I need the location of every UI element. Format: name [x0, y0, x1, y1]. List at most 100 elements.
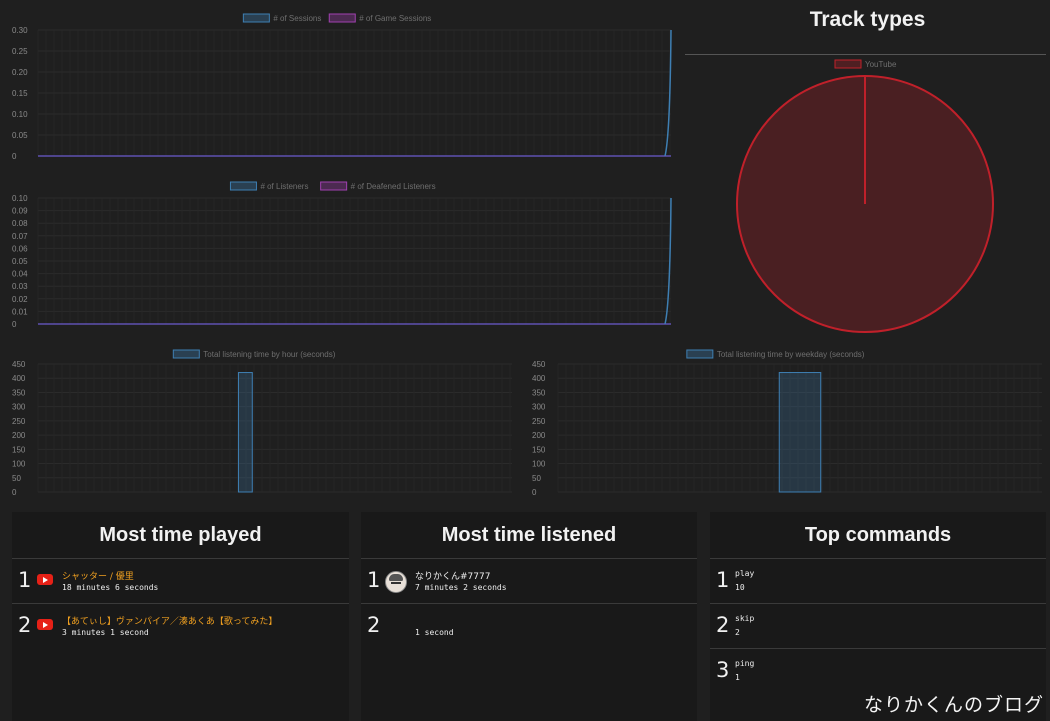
- command-count: 10: [735, 583, 745, 592]
- legend-swatch: [328, 13, 356, 23]
- listeners-chart: 0.10 0.09 0.08 0.07 0.06 0.05 0.04 0.03 0.02 0.01…: [0, 176, 680, 336]
- youtube-icon: [37, 574, 53, 585]
- sessions-chart-svg: 0.30 0.25 0.20 0.15 0.10 0.05 0 # of Sessions # …: [12, 13, 672, 161]
- legend-label: Total listening time by weekday (seconds…: [717, 350, 865, 359]
- y-tick-label: 150: [532, 445, 546, 454]
- y-tick-label: 0: [532, 488, 537, 497]
- weekday-bar-chart-svg: 450 400 350 300 250 200 150 100 50 0 Total listeni…: [532, 349, 1042, 497]
- y-tick-label: 0.09: [12, 207, 28, 216]
- legend-label: # of Game Sessions: [359, 14, 431, 23]
- y-tick-label: 200: [12, 431, 26, 440]
- y-tick-label: 0.01: [12, 307, 28, 316]
- list-item[interactable]: 2 【あてぃし】ヴァンパイア／湊あくあ【歌ってみた】 3 minutes 1 s…: [12, 604, 349, 648]
- play-duration: 18 minutes 6 seconds: [62, 583, 159, 592]
- track-title[interactable]: 【あてぃし】ヴァンパイア／湊あくあ【歌ってみた】: [62, 617, 278, 627]
- y-tick-label: 0.06: [12, 244, 28, 253]
- card-title: Top commands: [710, 512, 1046, 559]
- list-item[interactable]: 2 skip 2: [710, 604, 1046, 649]
- y-tick-label: 0: [12, 152, 17, 161]
- card-title: Most time listened: [361, 512, 697, 559]
- y-tick-label: 50: [532, 474, 541, 483]
- list-item[interactable]: 3 ping 1: [710, 649, 1046, 693]
- y-tick-label: 0: [12, 320, 17, 329]
- youtube-icon: [37, 619, 53, 630]
- y-tick-label: 400: [12, 374, 26, 383]
- y-tick-label: 250: [532, 417, 546, 426]
- track-title[interactable]: シャッター / 優里: [62, 572, 134, 582]
- rank-number: 2: [716, 613, 730, 637]
- y-tick-label: 50: [12, 474, 21, 483]
- legend-swatch: [242, 13, 270, 23]
- blog-watermark: なりかくんのブログ: [863, 694, 1044, 716]
- y-tick-label: 350: [532, 388, 546, 397]
- y-tick-label: 0.25: [12, 47, 28, 56]
- legend-swatch: [320, 181, 348, 191]
- y-tick-label: 0.20: [12, 68, 28, 77]
- y-tick-label: 250: [12, 417, 26, 426]
- y-tick-label: 0.10: [12, 110, 28, 119]
- y-tick-label: 0.08: [12, 219, 28, 228]
- hour-bar-chart: 450 400 350 300 250 200 150 100 50 0 Total listeni…: [0, 344, 520, 504]
- y-tick-label: 0.04: [12, 270, 28, 279]
- y-tick-label: 450: [532, 360, 546, 369]
- legend-swatch: [834, 59, 862, 69]
- rank-number: 1: [716, 568, 730, 592]
- y-tick-label: 0.03: [12, 282, 28, 291]
- y-tick-label: 0: [12, 488, 17, 497]
- command-name: ping: [735, 659, 755, 668]
- y-tick-label: 0.30: [12, 26, 28, 35]
- most-time-played-card: Most time played 1 シャッター / 優里 18 minutes…: [12, 512, 349, 721]
- listen-duration: 1 second: [415, 628, 454, 637]
- y-tick-label: 0.02: [12, 295, 28, 304]
- y-tick-label: 100: [12, 460, 26, 469]
- list-item[interactable]: 1 play 10: [710, 559, 1046, 604]
- y-tick-label: 450: [12, 360, 26, 369]
- y-tick-label: 0.10: [12, 194, 28, 203]
- listen-duration: 7 minutes 2 seconds: [415, 583, 507, 592]
- command-count: 1: [735, 673, 740, 682]
- y-tick-label: 0.05: [12, 131, 28, 140]
- list-item[interactable]: 2 1 second: [361, 604, 697, 648]
- command-name: skip: [735, 614, 755, 623]
- y-tick-label: 0.05: [12, 257, 28, 266]
- hour-bar-chart-svg: 450 400 350 300 250 200 150 100 50 0 Total listeni…: [12, 349, 512, 497]
- user-name[interactable]: なりかくん#7777: [415, 572, 491, 582]
- track-types-title: Track types: [809, 8, 926, 31]
- y-tick-label: 300: [12, 403, 26, 412]
- user-avatar: [385, 571, 407, 593]
- track-types-divider: [685, 54, 1046, 55]
- y-tick-label: 350: [12, 388, 26, 397]
- command-count: 2: [735, 628, 740, 637]
- rank-number: 1: [367, 568, 381, 592]
- rank-number: 2: [18, 613, 32, 637]
- series-line: [664, 29, 672, 157]
- track-types-pie: YouTube: [685, 56, 1046, 334]
- most-time-listened-card: Most time listened 1 なりかくん#7777 7 minute…: [361, 512, 697, 721]
- legend-label: YouTube: [865, 60, 897, 69]
- weekday-bar-chart: 450 400 350 300 250 200 150 100 50 0 Total listeni…: [520, 344, 1050, 504]
- rank-number: 2: [367, 613, 381, 637]
- bar: [237, 372, 253, 493]
- list-item[interactable]: 1 シャッター / 優里 18 minutes 6 seconds: [12, 559, 349, 604]
- command-name: play: [735, 569, 755, 578]
- y-tick-label: 400: [532, 374, 546, 383]
- legend-label: # of Sessions: [273, 14, 321, 23]
- rank-number: 1: [18, 568, 32, 592]
- series-line: [664, 197, 672, 325]
- legend-label: Total listening time by hour (seconds): [203, 350, 335, 359]
- top-commands-card: Top commands 1 play 10 2 skip 2 3 ping 1: [710, 512, 1046, 721]
- y-tick-label: 100: [532, 460, 546, 469]
- legend-label: # of Listeners: [260, 182, 308, 191]
- track-types-pie-svg: YouTube: [736, 59, 994, 333]
- legend-swatch: [229, 181, 257, 191]
- y-tick-label: 0.07: [12, 232, 28, 241]
- y-tick-label: 0.15: [12, 89, 28, 98]
- play-duration: 3 minutes 1 second: [62, 628, 149, 637]
- y-tick-label: 150: [12, 445, 26, 454]
- card-title: Most time played: [12, 512, 349, 559]
- legend-swatch: [172, 349, 200, 359]
- list-item[interactable]: 1 なりかくん#7777 7 minutes 2 seconds: [361, 559, 697, 604]
- rank-number: 3: [716, 658, 730, 682]
- bar: [778, 372, 822, 493]
- y-tick-label: 200: [532, 431, 546, 440]
